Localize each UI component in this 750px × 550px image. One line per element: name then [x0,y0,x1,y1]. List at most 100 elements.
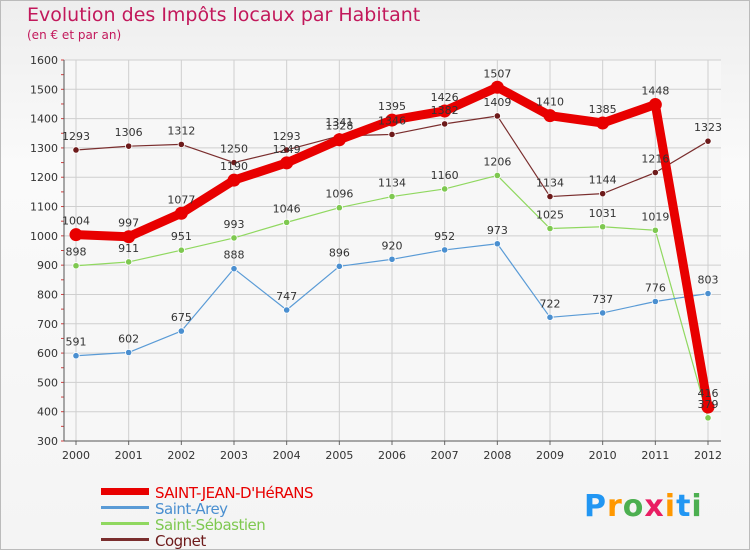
legend-label: Saint-Sébastien [155,516,266,534]
logo-letter: P [584,489,607,524]
data-point [174,206,188,220]
y-tick-label: 500 [37,376,58,389]
legend: SAINT-JEAN-D'HéRANS Saint-Arey Saint-Sébas… [101,484,401,550]
y-tick-label: 800 [37,288,58,301]
data-label: 1250 [220,143,248,156]
data-point [72,146,80,154]
data-label: 1507 [483,67,511,80]
data-point [125,348,133,357]
data-label: 1096 [325,188,353,201]
series-saint-arey [72,240,712,360]
proxiti-logo: Proxiti [584,489,703,524]
x-tick-label: 2012 [694,449,722,462]
data-point [490,80,504,94]
data-label: 997 [118,217,139,230]
data-label: 1426 [431,91,459,104]
data-label: 1306 [115,126,143,139]
y-tick-label: 1400 [30,113,58,126]
data-point [230,234,238,242]
x-tick-label: 2006 [378,449,406,462]
data-point [441,120,449,128]
data-label: 1019 [641,210,669,223]
data-label: 747 [276,290,297,303]
data-point [125,258,133,266]
series-saint-s-bastien [72,171,712,422]
data-point [546,313,554,321]
y-tick-label: 1300 [30,142,58,155]
data-label: 1448 [641,85,669,98]
series-saint-jean-d-h-rans [69,80,715,414]
data-point [125,142,133,150]
data-point [230,158,238,167]
data-label: 1077 [167,193,195,206]
data-label: 1160 [431,169,459,182]
data-label: 1190 [220,160,248,173]
y-tick-label: 1200 [30,171,58,184]
data-point [651,226,659,234]
data-label: 1341 [325,116,353,129]
x-tick-label: 2002 [167,449,195,462]
data-label: 951 [171,230,192,243]
data-label: 776 [645,281,666,294]
data-label: 1395 [378,100,406,113]
x-tick-label: 2011 [641,449,669,462]
legend-label: Cognet [155,532,206,550]
data-point [283,218,291,226]
y-tick-label: 1100 [30,201,58,214]
data-label: 675 [171,311,192,324]
data-point [227,173,241,187]
data-point [543,109,557,123]
data-point [493,171,501,180]
data-point [69,228,83,242]
data-point [388,130,396,139]
x-tick-label: 2000 [62,449,90,462]
data-label: 803 [698,274,719,287]
data-label: 1385 [589,103,617,116]
data-label: 1293 [62,130,90,143]
data-label: 1409 [483,96,511,109]
data-point [283,146,291,154]
data-point [493,240,501,248]
data-label: 920 [382,239,403,252]
data-label: 1323 [694,121,722,134]
data-label: 1293 [273,130,301,143]
data-label: 1134 [536,177,564,190]
data-point [441,246,449,254]
legend-item: Saint-Arey [101,500,401,518]
data-point [122,230,136,244]
data-point [701,400,715,414]
data-point [72,262,80,270]
logo-letter: x [644,489,665,524]
legend-item: Saint-Sébastien [101,516,401,534]
legend-swatch [101,538,149,541]
data-point [441,185,449,193]
data-label: 1346 [378,114,406,127]
data-point [651,168,659,177]
data-label: 737 [592,293,613,306]
data-point [648,98,662,112]
data-label: 1216 [641,153,669,166]
x-tick-label: 2008 [483,449,511,462]
legend-item: SAINT-JEAN-D'HéRANS [101,484,401,502]
legend-swatch [101,522,149,525]
y-tick-label: 300 [37,435,58,448]
data-point [596,116,610,130]
data-label: 1134 [378,177,406,190]
data-point [72,352,80,360]
y-tick-label: 400 [37,406,58,419]
data-point [438,104,452,118]
data-label: 898 [66,246,87,259]
data-point [332,133,346,147]
data-label: 993 [224,218,245,231]
data-point [335,204,343,212]
data-label: 888 [224,249,245,262]
data-label: 1144 [589,174,617,187]
data-point [704,289,712,298]
x-tick-label: 2001 [115,449,143,462]
data-label: 952 [434,230,455,243]
x-tick-label: 2003 [220,449,248,462]
logo-letter: r [607,489,623,524]
data-label: 379 [698,398,719,411]
